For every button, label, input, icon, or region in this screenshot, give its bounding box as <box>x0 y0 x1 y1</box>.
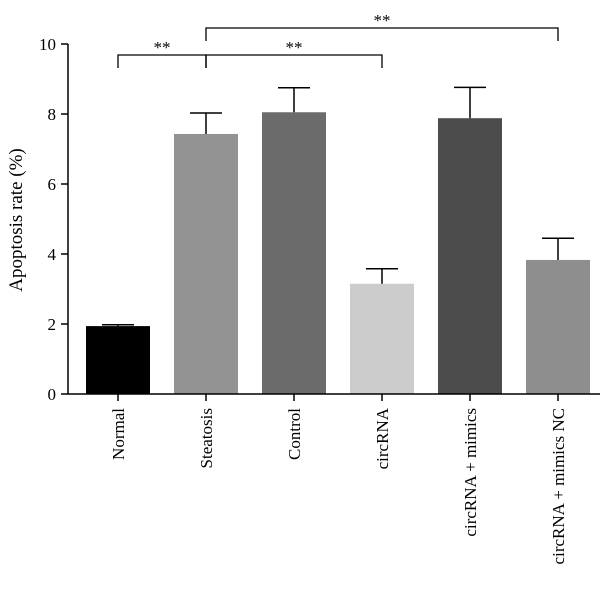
bar <box>262 112 326 394</box>
x-tick-label: Normal <box>109 408 128 460</box>
significance-bracket <box>205 27 559 41</box>
bar <box>174 133 238 394</box>
significance-label: ** <box>154 38 171 57</box>
y-tick-label: 8 <box>48 105 57 124</box>
bar <box>350 283 414 394</box>
bars <box>86 112 590 394</box>
error-bars <box>102 86 574 327</box>
y-tick-label: 4 <box>48 245 57 264</box>
bar <box>526 259 590 394</box>
x-tick-label: circRNA + mimics <box>461 408 480 537</box>
y-tick-label: 10 <box>39 35 56 54</box>
y-axis: 0 2 4 6 8 10 <box>39 35 69 404</box>
y-tick-label: 2 <box>48 315 57 334</box>
x-tick-label: circRNA + mimics NC <box>549 408 568 564</box>
bar <box>438 118 502 394</box>
significance-label: ** <box>374 11 391 30</box>
y-axis-label: Apoptosis rate (%) <box>6 148 27 292</box>
y-tick-label: 6 <box>48 175 57 194</box>
y-tick-label: 0 <box>48 385 57 404</box>
x-axis: Normal Steatosis Control circRNA circRNA + m… <box>68 393 600 564</box>
significance-label: ** <box>286 38 303 57</box>
significance-bracket <box>205 54 383 68</box>
bar <box>86 326 150 394</box>
significance-brackets: ** ** ** <box>117 11 559 68</box>
x-tick-label: Steatosis <box>197 408 216 468</box>
x-tick-label: Control <box>285 408 304 460</box>
x-tick-label: circRNA <box>373 407 392 469</box>
